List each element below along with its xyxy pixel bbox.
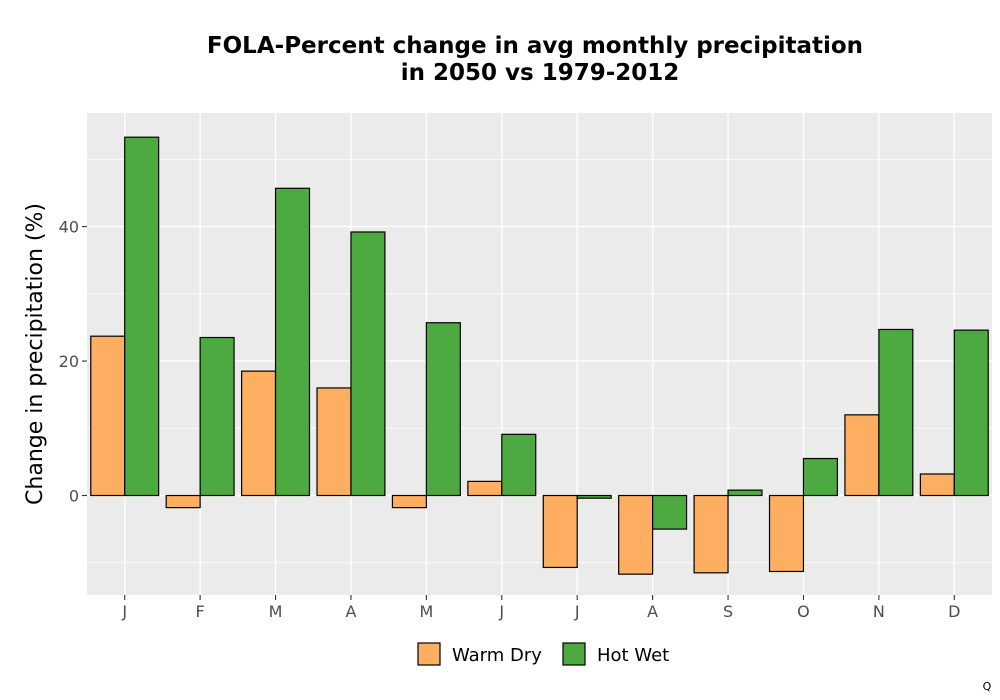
warm-dry-bar-7 [542, 494, 578, 569]
warm-dry-bar-9 [693, 494, 729, 574]
x-tick-label: M [269, 602, 283, 621]
hot-wet-bar-1 [124, 136, 160, 497]
x-tick-label: A [345, 602, 356, 621]
hot-wet-bar-2 [199, 336, 235, 497]
x-tick-label: O [797, 602, 810, 621]
hot-wet-bar-5 [425, 322, 461, 497]
legend-key-hot-wet [562, 642, 586, 666]
warm-dry-bar-5 [391, 494, 427, 509]
hot-wet-bar-12 [953, 329, 989, 497]
y-tick-label: 40 [59, 218, 79, 237]
warm-dry-bar-3 [241, 370, 277, 497]
x-tick-label: J [574, 602, 580, 621]
legend-label-warm-dry: Warm Dry [452, 645, 542, 666]
legend-key-warm-dry [417, 642, 441, 666]
x-tick-label: S [723, 602, 733, 621]
warm-dry-bar-1 [90, 335, 126, 497]
warm-dry-bar-11 [844, 414, 880, 497]
chart-title-line-2: in 2050 vs 1979-2012 [401, 60, 680, 86]
legend: Warm Dry Hot Wet [417, 642, 669, 666]
warm-dry-bar-10 [768, 494, 805, 573]
x-tick-label: D [948, 602, 960, 621]
warm-dry-bar-12 [919, 473, 955, 497]
legend-label-hot-wet: Hot Wet [597, 645, 669, 666]
hot-wet-bar-7 [576, 494, 612, 499]
warm-dry-bar-8 [618, 494, 654, 575]
hot-wet-bar-6 [501, 433, 537, 497]
y-tick-label: 0 [69, 487, 79, 506]
x-tick-label: J [121, 602, 127, 621]
y-axis-label: Change in precipitation (%) [23, 203, 48, 505]
chart-title-line-1: FOLA-Percent change in avg monthly preci… [207, 33, 863, 59]
x-tick-label: A [647, 602, 658, 621]
hot-wet-bar-10 [802, 457, 838, 497]
x-tick-label: F [196, 602, 205, 621]
x-tick-label: J [498, 602, 504, 621]
hot-wet-bar-9 [727, 489, 763, 497]
x-tick-label: N [873, 602, 885, 621]
hot-wet-bar-8 [652, 494, 688, 530]
y-tick-label: 20 [59, 352, 79, 371]
bars [90, 136, 989, 575]
warm-dry-bar-4 [316, 387, 352, 497]
warm-dry-bar-6 [467, 480, 503, 497]
hot-wet-bar-4 [350, 231, 386, 497]
x-tick-label: M [419, 602, 433, 621]
hot-wet-bar-3 [274, 187, 311, 497]
warm-dry-bar-2 [165, 494, 201, 509]
y-axis-ticks: 0 20 40 [59, 218, 87, 506]
hot-wet-bar-11 [878, 328, 914, 497]
plot-panel [87, 113, 992, 595]
corner-mark: Q [983, 680, 992, 693]
